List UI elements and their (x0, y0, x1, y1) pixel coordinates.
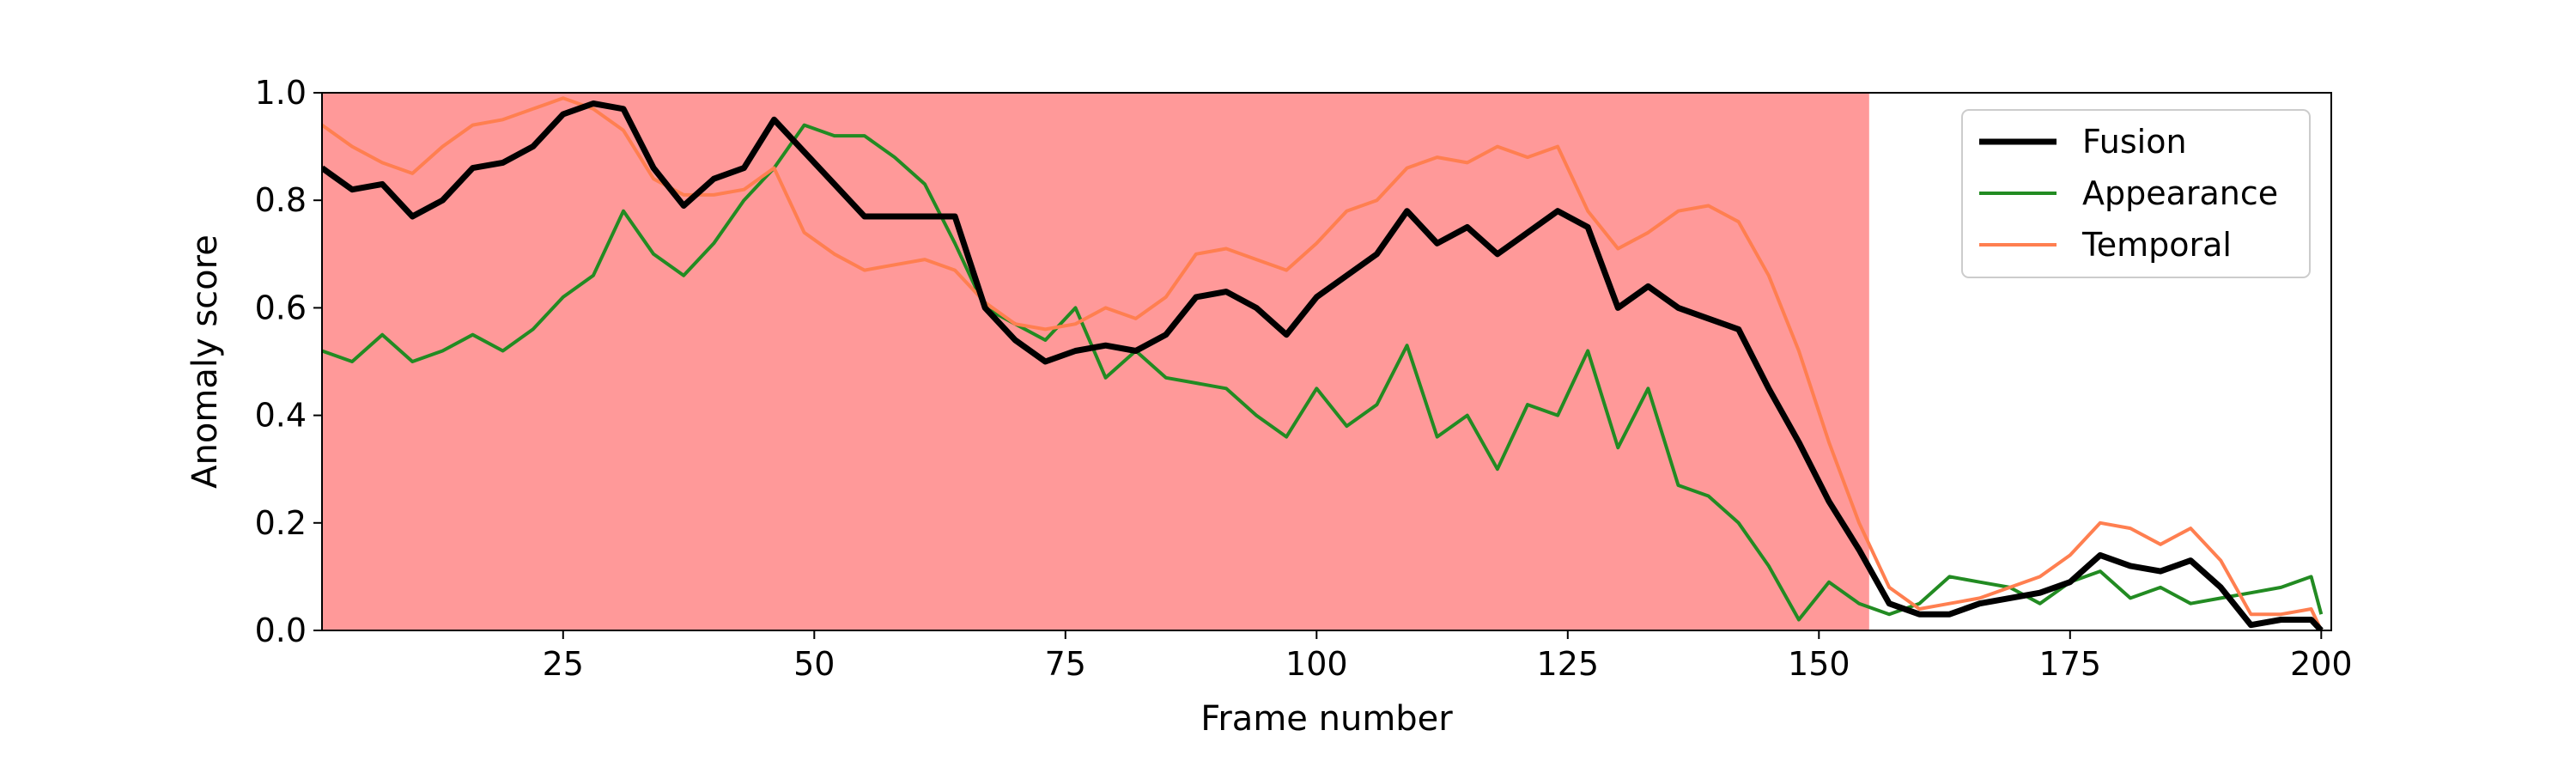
y-axis-title: Anomaly score (185, 234, 225, 489)
x-tick-label: 75 (1045, 645, 1086, 683)
series-line-temporal (322, 96, 2324, 630)
y-tick-label: 0.0 (255, 612, 307, 649)
legend-label-appearance: Appearance (2082, 174, 2278, 212)
x-tick-label: 50 (793, 645, 835, 683)
y-tick-label: 0.8 (255, 181, 307, 219)
x-tick-label: 150 (1788, 645, 1850, 683)
legend-box (1961, 109, 2311, 278)
y-tick-label: 1.0 (255, 74, 307, 112)
shaded-anomaly-region (322, 93, 1869, 630)
x-tick-label: 200 (2290, 645, 2353, 683)
x-tick-label: 100 (1285, 645, 1348, 683)
legend: Fusion Appearance Temporal (1961, 109, 2311, 278)
x-tick-label: 125 (1537, 645, 1600, 683)
x-axis-title: Frame number (1200, 699, 1453, 739)
series-layer (322, 96, 2324, 630)
x-axis: 25 50 75 100 125 150 175 200 (543, 630, 2353, 683)
y-axis: 0.0 0.2 0.4 0.6 0.8 1.0 (255, 74, 322, 649)
legend-label-temporal: Temporal (2081, 226, 2232, 264)
y-tick-label: 0.6 (255, 289, 307, 326)
plot-frame (321, 92, 2332, 631)
y-tick-label: 0.2 (255, 504, 307, 542)
legend-label-fusion: Fusion (2082, 123, 2187, 161)
x-tick-label: 25 (543, 645, 584, 683)
series-line-appearance (322, 123, 2324, 622)
y-tick-label: 0.4 (255, 397, 307, 435)
x-tick-label: 175 (2039, 645, 2102, 683)
series-line-fusion (322, 100, 2324, 630)
